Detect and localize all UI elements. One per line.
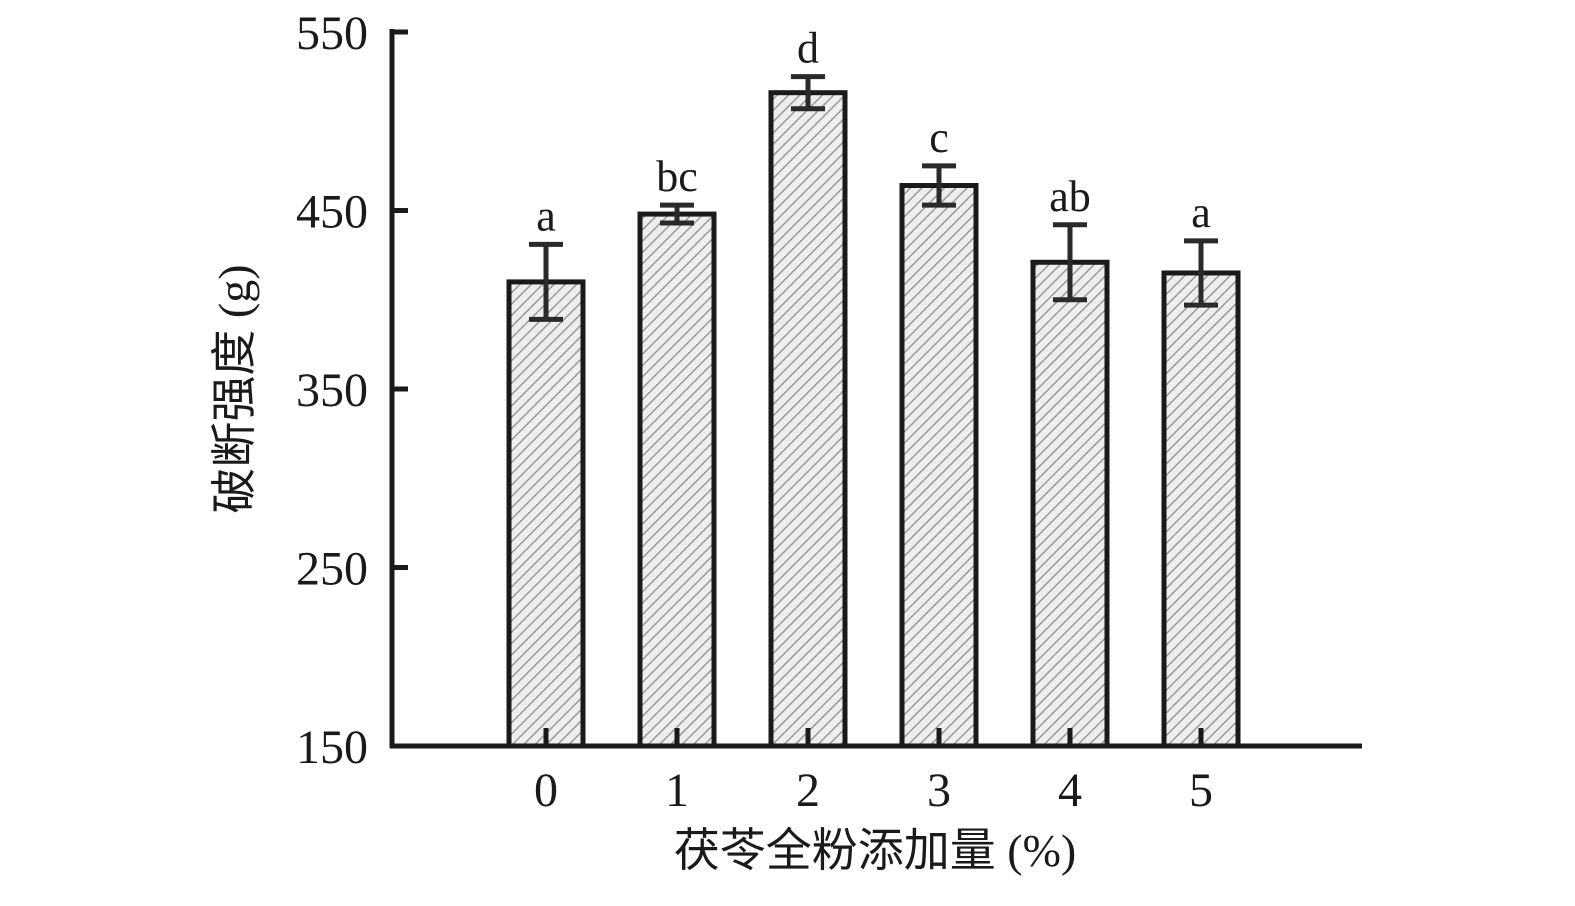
y-axis-label: 破断强度 (g) (209, 264, 260, 513)
x-tick-label: 4 (1058, 764, 1082, 817)
x-axis-label: 茯苓全粉添加量 (%) (674, 825, 1076, 876)
y-tick-label: 450 (296, 186, 368, 239)
significance-label: bc (656, 152, 698, 201)
significance-label: a (1191, 188, 1211, 237)
x-tick-label: 0 (534, 764, 558, 817)
bar (1161, 270, 1241, 749)
y-tick-label: 150 (296, 721, 368, 774)
y-tick-label: 550 (296, 7, 368, 60)
bar (768, 90, 848, 749)
x-tick-label: 5 (1189, 764, 1213, 817)
x-tick-label: 2 (796, 764, 820, 817)
significance-label: c (929, 113, 949, 162)
x-tick-label: 3 (927, 764, 951, 817)
bar (637, 211, 717, 749)
x-tick-label: 1 (665, 764, 689, 817)
bar (899, 183, 979, 749)
significance-label: ab (1049, 172, 1091, 221)
y-tick-label: 350 (296, 364, 368, 417)
significance-label: a (536, 191, 556, 240)
bar (1030, 259, 1110, 749)
significance-label: d (797, 24, 819, 73)
y-tick-label: 250 (296, 543, 368, 596)
bar (506, 279, 586, 749)
